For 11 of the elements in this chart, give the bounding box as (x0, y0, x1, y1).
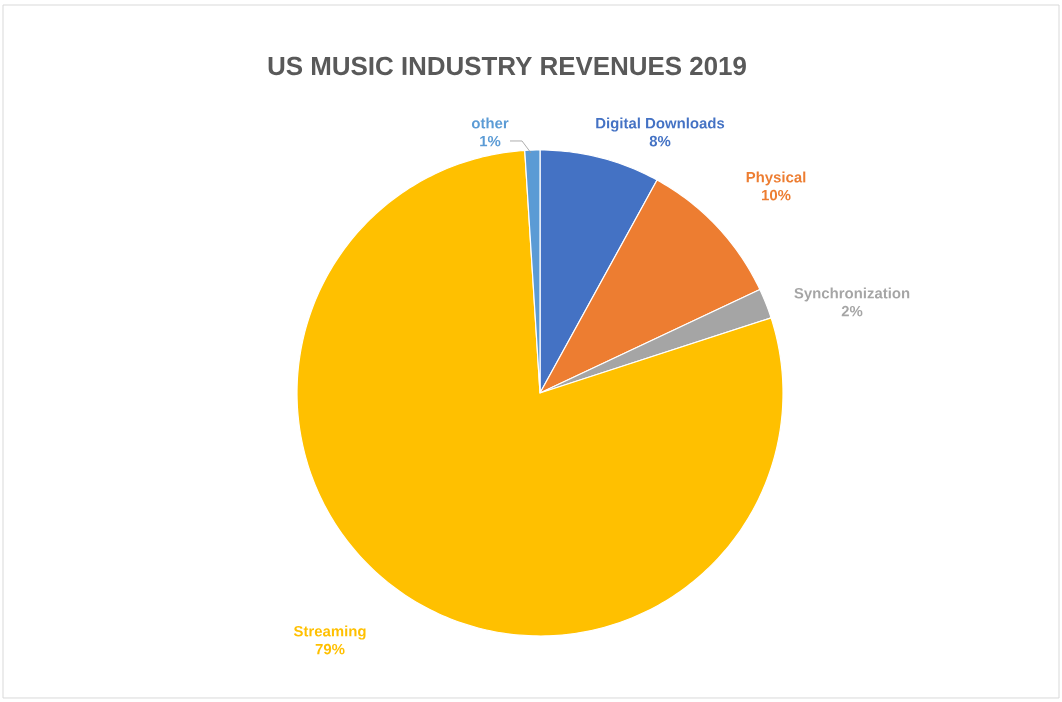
chart-title: US MUSIC INDUSTRY REVENUES 2019 (268, 56, 746, 76)
slice-label: Physical (746, 171, 806, 186)
slice-label: Digital Downloads (596, 117, 725, 132)
slice-label: Synchronization (794, 287, 910, 302)
data-label: 79% (315, 643, 345, 655)
data-label: 2% (841, 305, 863, 317)
slice-label: other (471, 117, 509, 129)
data-label: 1% (480, 135, 501, 147)
data-label: 8% (649, 135, 671, 147)
data-label: 10% (761, 189, 791, 201)
slice-label: Streaming (293, 625, 366, 640)
